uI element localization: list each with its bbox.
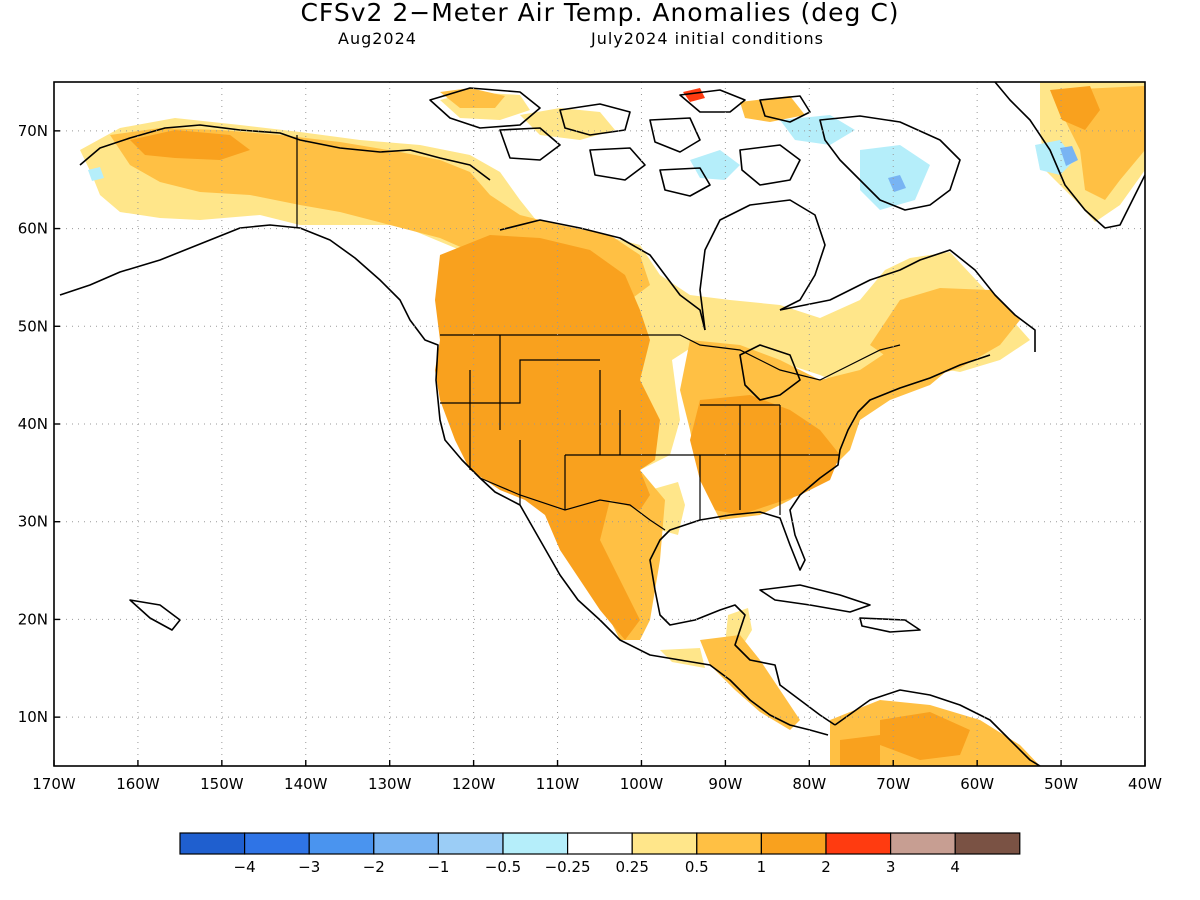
lon-tick-label: 90W	[708, 775, 742, 793]
legend-label: −0.5	[485, 858, 521, 876]
legend-label: −1	[427, 858, 449, 876]
legend-swatch	[308, 832, 375, 855]
legend-swatch	[696, 832, 762, 855]
legend-label: 0.25	[615, 858, 648, 876]
legend-label: 1	[757, 858, 767, 876]
legend-swatch	[954, 832, 1021, 855]
lon-tick-label: 170W	[32, 775, 76, 793]
lon-tick-label: 100W	[620, 775, 664, 793]
political-borders	[296, 135, 901, 531]
legend-swatch	[760, 832, 827, 855]
valid-month-label: Aug2024	[338, 29, 417, 48]
lat-tick-label: 20N	[18, 610, 48, 628]
anomaly-field-cooler	[888, 146, 1078, 192]
lon-tick-label: 40W	[1128, 775, 1162, 793]
lat-tick-label: 40N	[18, 415, 48, 433]
lon-tick-label: 120W	[452, 775, 496, 793]
legend-label: 4	[950, 858, 960, 876]
init-conditions-label: July2024 initial conditions	[591, 29, 824, 48]
lon-tick-label: 70W	[876, 775, 910, 793]
legend-swatch	[825, 832, 892, 855]
legend-swatch	[244, 832, 310, 855]
anomaly-field-strong	[130, 86, 1100, 766]
anomaly-field-hot	[683, 88, 705, 102]
longitude-axis: 170W 160W 150W 140W 130W 120W 110W 100W 90W 80W 70…	[32, 775, 1162, 793]
lon-tick-label: 80W	[792, 775, 826, 793]
legend-swatch	[631, 832, 698, 855]
lat-tick-label: 30N	[18, 513, 48, 531]
axis-ticks	[53, 130, 1146, 766]
map-plot-area	[54, 82, 1145, 766]
legend-swatch	[566, 832, 633, 855]
lon-tick-label: 50W	[1044, 775, 1078, 793]
legend-label: −4	[234, 858, 256, 876]
legend-label: 2	[821, 858, 831, 876]
lon-tick-label: 160W	[116, 775, 160, 793]
lat-tick-label: 50N	[18, 317, 48, 335]
lon-tick-label: 60W	[960, 775, 994, 793]
legend-swatch	[437, 832, 504, 855]
lat-tick-label: 60N	[18, 220, 48, 238]
latitude-axis: 10N 20N 30N 40N 50N 60N 70N	[18, 122, 48, 726]
lon-tick-label: 140W	[284, 775, 328, 793]
legend-label: −0.25	[545, 858, 591, 876]
legend-swatch	[179, 832, 246, 855]
coastlines	[59, 82, 1145, 766]
legend-swatch	[889, 832, 956, 855]
lat-tick-label: 70N	[18, 122, 48, 140]
legend-swatch	[373, 832, 439, 855]
lon-tick-label: 130W	[368, 775, 412, 793]
legend-swatch	[502, 832, 569, 855]
map-title: CFSv2 2−Meter Air Temp. Anomalies (deg C…	[300, 0, 900, 27]
legend-label: 3	[886, 858, 896, 876]
lat-tick-label: 10N	[18, 708, 48, 726]
lon-tick-label: 150W	[200, 775, 244, 793]
legend-label: 0.5	[685, 858, 709, 876]
lon-tick-label: 110W	[536, 775, 580, 793]
color-legend: −4 −3 −2 −1 −0.5 −0.25 0.25 0.5 1 2 3 4	[179, 832, 1021, 876]
legend-label: −3	[298, 858, 320, 876]
graticule	[54, 82, 1145, 766]
legend-label: −2	[363, 858, 385, 876]
